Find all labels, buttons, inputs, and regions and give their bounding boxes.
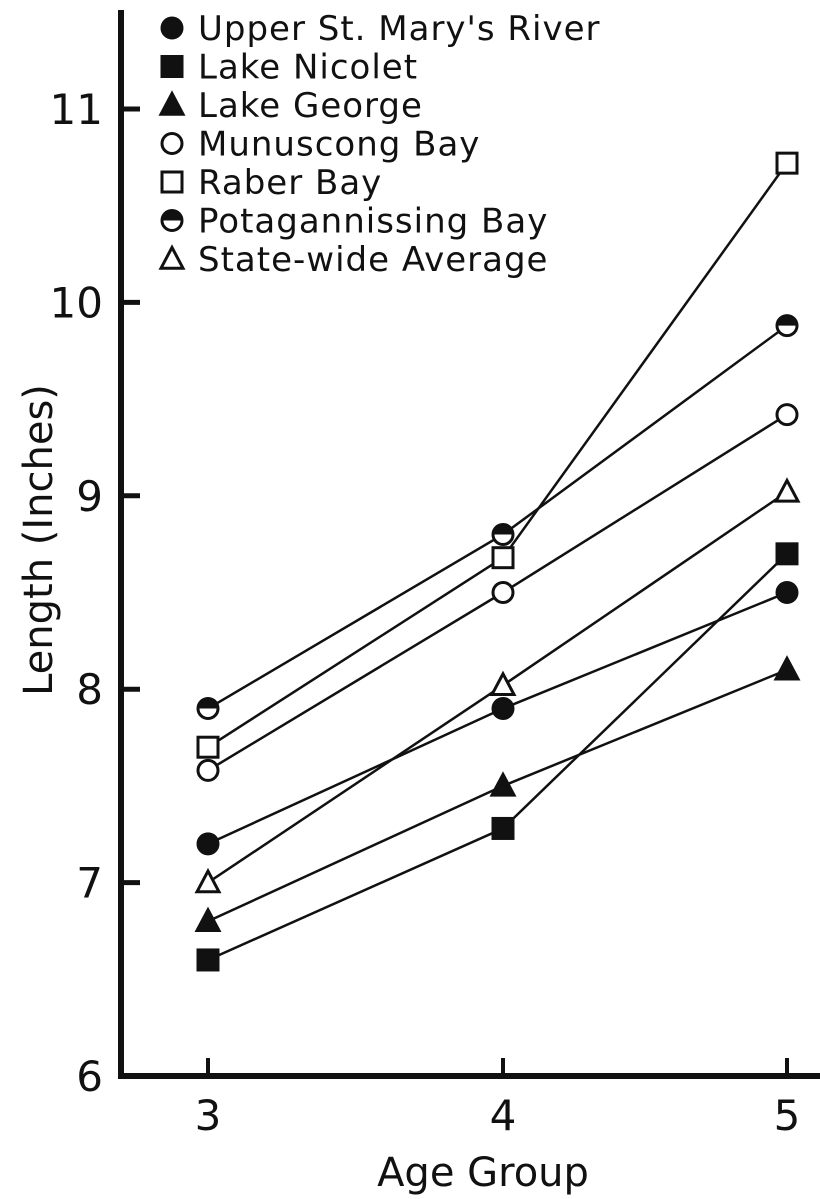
legend-marker bbox=[160, 209, 184, 232]
legend-label: Raber Bay bbox=[198, 163, 382, 203]
y-tick-label: 7 bbox=[76, 859, 103, 908]
legend-marker bbox=[160, 132, 184, 155]
data-point bbox=[491, 522, 515, 546]
data-point bbox=[196, 832, 220, 856]
x-axis-title: Age Group bbox=[377, 1150, 589, 1196]
series-line bbox=[207, 552, 788, 962]
data-point bbox=[775, 403, 799, 427]
data-point bbox=[489, 771, 517, 797]
data-point bbox=[491, 546, 515, 570]
legend-marker bbox=[158, 90, 186, 116]
data-point bbox=[491, 816, 515, 840]
legend-marker bbox=[160, 170, 184, 194]
x-ticks: 3 4 5 bbox=[195, 1058, 801, 1140]
data-point bbox=[194, 906, 222, 932]
y-tick-label: 11 bbox=[50, 85, 103, 134]
axes bbox=[118, 10, 820, 1079]
y-tick-label: 10 bbox=[50, 278, 103, 327]
y-axis-title: Length (Inches) bbox=[16, 384, 62, 696]
data-point bbox=[773, 477, 801, 503]
legend-marker bbox=[158, 244, 186, 270]
data-point bbox=[196, 948, 220, 972]
data-point bbox=[194, 867, 222, 894]
legend-label: Potagannissing Bay bbox=[198, 202, 548, 242]
x-tick-label: 4 bbox=[490, 1091, 517, 1140]
legend-label: Upper St. Mary's River bbox=[198, 9, 601, 49]
data-point bbox=[775, 151, 799, 175]
legend-marker bbox=[160, 55, 184, 78]
series-line bbox=[207, 324, 788, 710]
data-point bbox=[775, 314, 799, 338]
data-point bbox=[775, 581, 799, 604]
data-point bbox=[773, 655, 801, 681]
y-tick-label: 9 bbox=[76, 472, 103, 521]
x-tick-label: 5 bbox=[774, 1091, 801, 1140]
data-point bbox=[196, 758, 220, 782]
data-point bbox=[489, 670, 517, 697]
data-point bbox=[775, 542, 799, 566]
data-point bbox=[196, 735, 220, 759]
legend-label: State-wide Average bbox=[198, 240, 548, 280]
legend-label: Lake Nicolet bbox=[198, 48, 418, 88]
legend-label: Munuscong Bay bbox=[198, 125, 480, 165]
data-point bbox=[491, 697, 515, 721]
data-point bbox=[491, 581, 515, 604]
legend-label: Lake George bbox=[198, 86, 423, 126]
legend-marker bbox=[160, 16, 184, 40]
series-markers bbox=[194, 151, 801, 972]
data-point bbox=[196, 697, 220, 721]
y-ticks: 6 7 8 9 10 11 bbox=[50, 85, 140, 1101]
y-tick-label: 6 bbox=[76, 1052, 103, 1101]
x-tick-label: 3 bbox=[195, 1091, 222, 1140]
y-tick-label: 8 bbox=[76, 665, 103, 714]
